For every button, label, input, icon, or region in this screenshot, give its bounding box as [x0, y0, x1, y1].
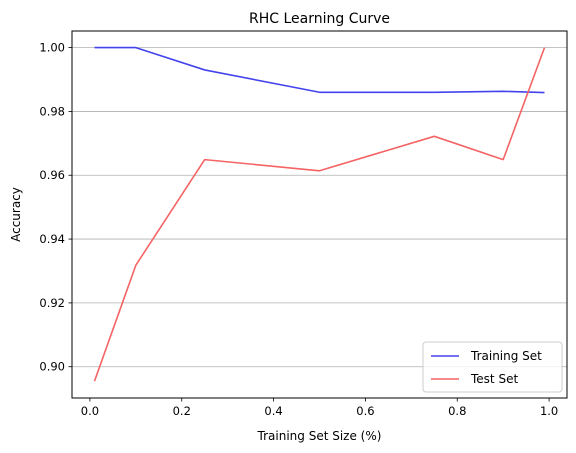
series-lines [93, 46, 546, 382]
chart-title: RHC Learning Curve [249, 11, 390, 27]
y-tick-label: 1.00 [39, 41, 65, 55]
x-axis-ticks: 0.0 0.2 0.4 0.6 0.8 1.0 [81, 398, 558, 418]
y-tick-label: 0.96 [39, 168, 65, 182]
y-axis-label: Accuracy [9, 187, 23, 242]
y-tick-label: 0.94 [39, 232, 65, 246]
x-tick-label: 0.6 [356, 404, 374, 418]
plot-frame [71, 30, 568, 399]
legend-label-test-set: Test Set [470, 372, 518, 386]
x-axis-label: Training Set Size (%) [257, 429, 382, 443]
y-tick-label: 0.90 [39, 360, 65, 374]
x-tick-label: 1.0 [540, 404, 558, 418]
y-tick-label: 0.98 [39, 104, 65, 118]
gridlines [72, 47, 567, 368]
series-line-test-set [93, 47, 546, 382]
series-line-training-set [94, 46, 545, 94]
x-tick-label: 0.0 [81, 404, 99, 418]
x-tick-label: 0.4 [264, 404, 282, 418]
x-tick-label: 0.8 [448, 404, 466, 418]
legend: Training Set Test Set [422, 341, 563, 393]
y-axis-ticks: 0.90 0.92 0.94 0.96 0.98 1.00 [39, 41, 72, 374]
x-tick-label: 0.2 [173, 404, 191, 418]
legend-label-training-set: Training Set [470, 349, 542, 363]
y-tick-label: 0.92 [39, 296, 65, 310]
